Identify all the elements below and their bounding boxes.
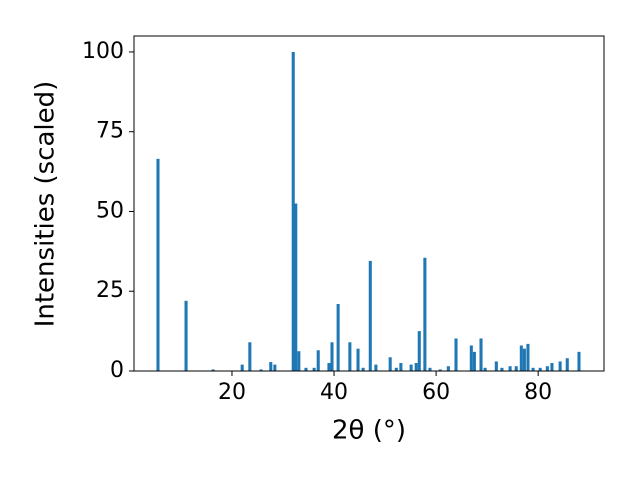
bar	[399, 363, 403, 371]
bar	[558, 361, 562, 371]
bar	[348, 342, 352, 371]
x-tick-label: 20	[218, 380, 246, 405]
bar	[368, 260, 372, 371]
bar	[519, 345, 523, 371]
bar	[454, 338, 458, 371]
bar	[417, 331, 421, 371]
bar	[438, 369, 442, 371]
bar	[394, 367, 398, 371]
y-tick-label: 0	[110, 358, 124, 383]
bar	[240, 364, 244, 371]
y-tick-label: 50	[96, 198, 124, 223]
bar	[184, 300, 188, 371]
bar	[508, 366, 512, 371]
x-tick-label: 40	[320, 380, 348, 405]
bar	[428, 367, 432, 371]
bar	[531, 367, 535, 371]
bar	[414, 363, 418, 371]
bar	[316, 350, 320, 371]
bar	[526, 343, 530, 371]
bar	[297, 351, 301, 371]
plot-frame	[133, 35, 605, 372]
bar	[423, 257, 427, 371]
y-axis-label: Intensities (scaled)	[31, 81, 61, 328]
bar	[446, 366, 450, 371]
y-tick-label: 25	[96, 278, 124, 303]
y-tick-label: 75	[96, 119, 124, 144]
bar	[269, 362, 273, 371]
bar	[273, 364, 277, 371]
bar	[291, 51, 295, 371]
bar	[361, 367, 365, 371]
bar	[336, 304, 340, 371]
bar	[388, 357, 392, 371]
bar	[312, 367, 316, 371]
bar	[538, 367, 542, 371]
bar	[479, 338, 483, 371]
bar	[294, 203, 298, 371]
bar	[494, 361, 498, 371]
x-axis-label: 2θ (°)	[332, 416, 406, 446]
bar	[156, 158, 160, 371]
bar	[522, 348, 526, 371]
y-tick-label: 100	[82, 39, 124, 64]
bar	[330, 342, 334, 371]
bar	[248, 342, 252, 371]
bar	[409, 364, 413, 371]
bar	[259, 369, 263, 371]
bar	[514, 366, 518, 371]
bar	[550, 363, 554, 371]
x-tick-label: 60	[422, 380, 450, 405]
bar	[356, 348, 360, 371]
bar	[565, 358, 569, 371]
bar	[472, 351, 476, 371]
bar	[304, 367, 308, 371]
bar	[469, 345, 473, 371]
bar	[500, 367, 504, 371]
x-tick-label: 80	[524, 380, 552, 405]
bar	[483, 367, 487, 371]
bar	[211, 369, 215, 371]
bar	[545, 366, 549, 371]
bar	[577, 351, 581, 371]
bar	[327, 363, 331, 371]
bar	[374, 364, 378, 371]
